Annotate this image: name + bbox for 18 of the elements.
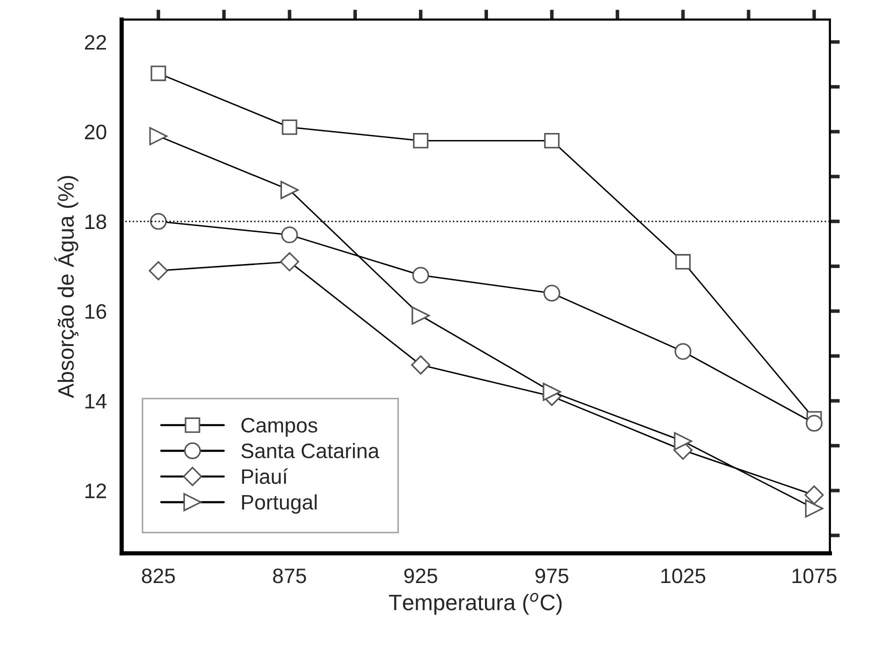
legend-label: Santa Catarina bbox=[241, 443, 380, 458]
x-tick-label: 1025 bbox=[661, 568, 706, 584]
x-axis-title: Temperatura ($^{o}$C) bbox=[388, 592, 562, 615]
y-tick-label: 16 bbox=[85, 304, 106, 319]
y-tick-label: 20 bbox=[84, 124, 106, 140]
y-tick-label: 22 bbox=[84, 34, 106, 50]
legend-label: Campos bbox=[241, 418, 318, 437]
legend-label: Piauí bbox=[242, 468, 288, 484]
y-tick-label: 14 bbox=[85, 394, 106, 408]
x-tick-label: 925 bbox=[404, 568, 438, 584]
legend-label: Portugal bbox=[242, 494, 317, 514]
y-tick-label: 12 bbox=[85, 484, 106, 498]
x-tick-label: 875 bbox=[273, 568, 306, 584]
x-tick-label: 1075 bbox=[792, 568, 836, 584]
y-tick-label: 18 bbox=[85, 214, 106, 230]
y-axis-title: Absorção de Água (%) bbox=[54, 176, 78, 398]
x-tick-label: 825 bbox=[142, 568, 175, 584]
x-tick-label: 975 bbox=[535, 568, 568, 584]
